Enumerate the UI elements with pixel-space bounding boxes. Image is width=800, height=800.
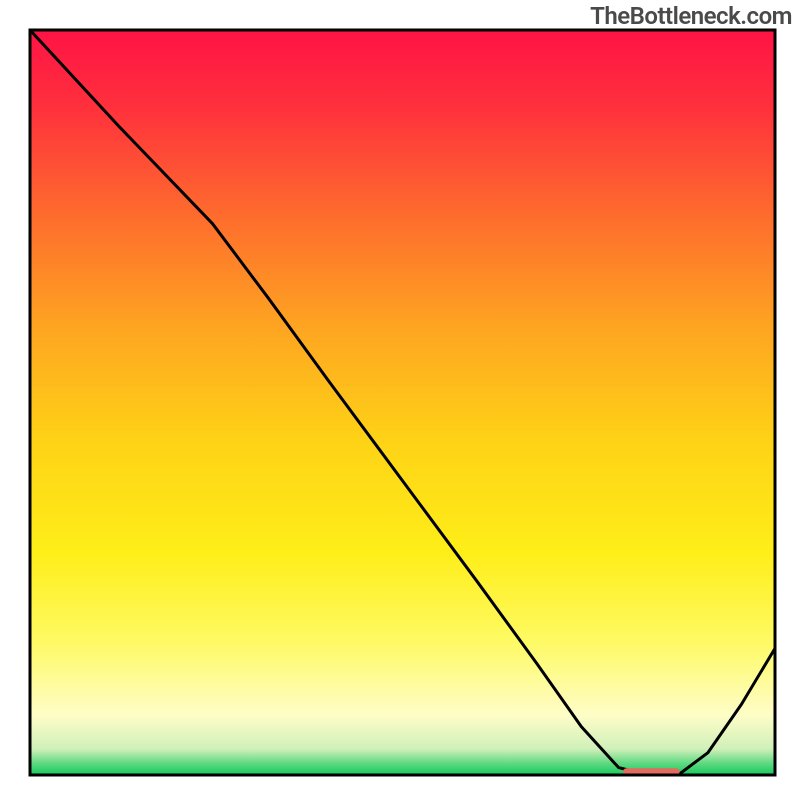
chart-container: { "watermark": "TheBottleneck.com", "cha…	[0, 0, 800, 800]
gradient-background	[30, 30, 775, 775]
bottleneck-chart	[0, 0, 800, 800]
